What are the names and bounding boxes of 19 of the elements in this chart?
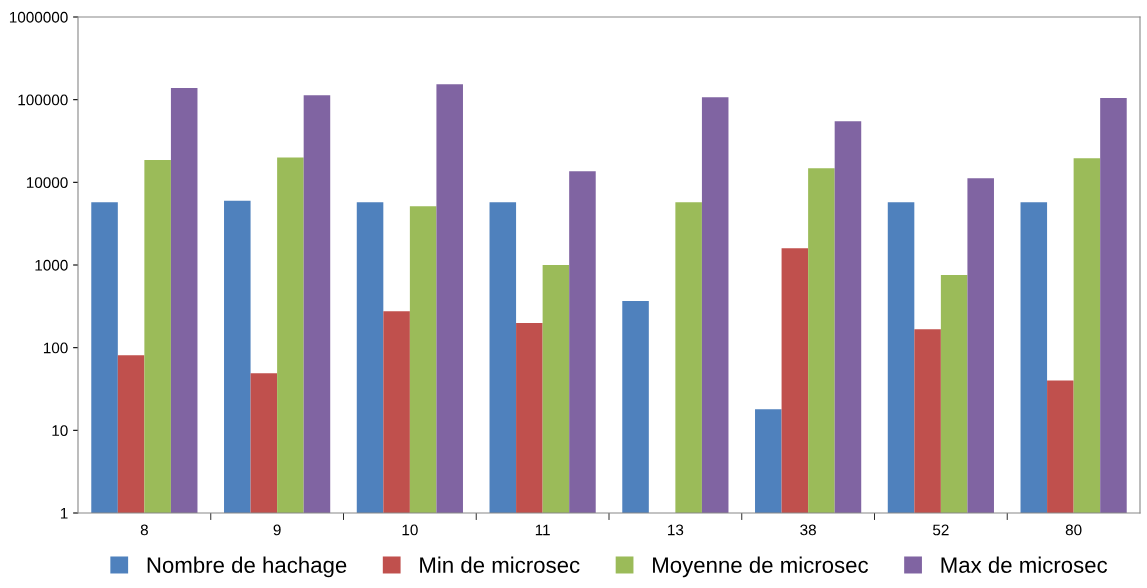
x-tick-label: 13 xyxy=(668,524,684,536)
x-tick-label: 52 xyxy=(932,524,949,536)
legend-label: Nombre de hachage xyxy=(147,556,347,578)
legend-label: Max de microsec xyxy=(941,556,1108,573)
y-tick-label: 1 xyxy=(60,508,68,519)
y-tick-label: 10000 xyxy=(26,177,68,189)
x-tick-label: 10 xyxy=(402,524,418,536)
y-tick-label: 1000000 xyxy=(9,11,68,23)
x-tick-label: 80 xyxy=(1065,524,1082,536)
legend-label: Moyenne de microsec xyxy=(653,556,869,578)
legend-label: Min de microsec xyxy=(420,556,580,573)
x-tick-label: 9 xyxy=(273,524,281,536)
y-tick-label: 10 xyxy=(52,425,68,437)
y-tick-label: 100000 xyxy=(18,94,68,106)
x-tick-label: 8 xyxy=(140,524,148,536)
x-tick-label: 38 xyxy=(800,524,816,536)
x-tick-label: 11 xyxy=(535,524,550,536)
y-tick-label: 100 xyxy=(43,342,68,354)
y-tick-label: 1000 xyxy=(35,259,68,271)
